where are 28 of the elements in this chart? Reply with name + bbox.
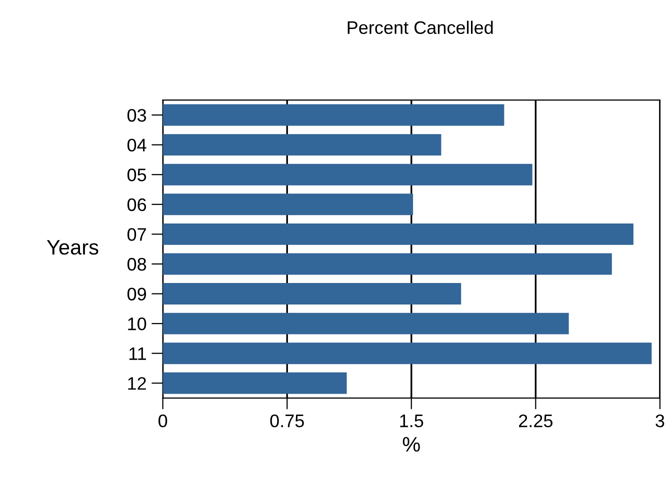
y-axis-title: Years [46,240,98,255]
y-tick-label: 04 [127,138,146,152]
x-axis-title: % [402,437,420,452]
chart-title: Percent Cancelled [348,20,493,34]
bar [162,164,532,186]
bar [162,194,414,216]
bar [162,312,569,334]
bar [162,372,347,394]
x-tick-label: 0 [158,414,168,428]
y-tick-label: 07 [127,228,146,241]
y-tick-label: 11 [129,347,146,360]
x-tick-label: 3 [656,414,664,428]
y-tick-label: 09 [127,288,146,300]
y-tick-label: 10 [128,317,146,330]
bar [162,253,612,275]
y-tick-label: 12 [128,377,146,390]
bar [162,283,462,304]
bar [162,223,634,245]
bar [162,342,652,364]
y-tick-label: 06 [127,198,146,212]
y-tick-label: 03 [127,108,146,122]
x-tick-label: 0.75 [270,414,304,428]
x-tick-label: 2.25 [519,414,552,428]
x-tick-label: 1.5 [400,414,424,428]
bar [162,104,504,126]
y-tick-label: 08 [127,258,146,271]
bar [162,134,442,156]
y-tick-label: 05 [127,168,146,182]
